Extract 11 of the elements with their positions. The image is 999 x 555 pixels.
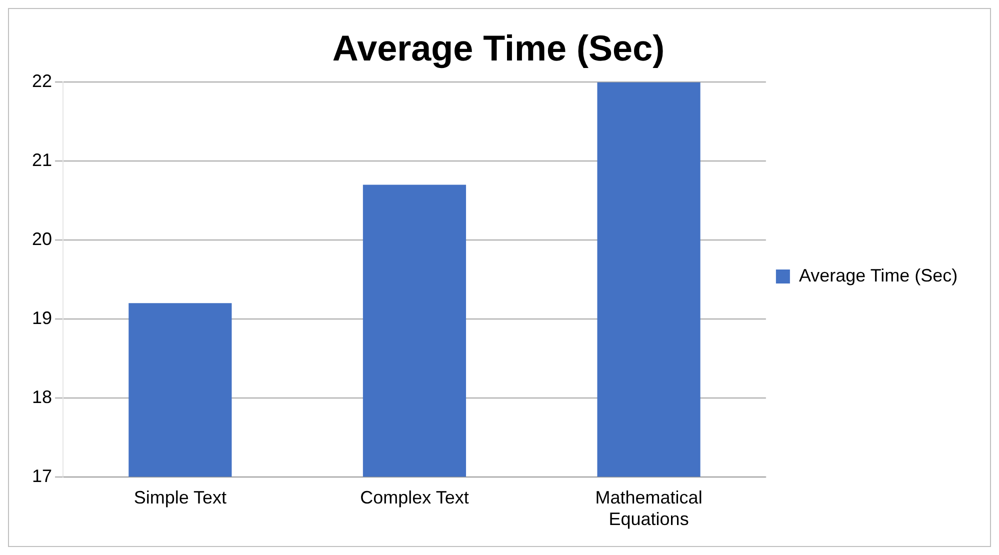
x-tick-label: Mathematical Equations xyxy=(595,488,702,530)
legend-label: Average Time (Sec) xyxy=(798,265,958,286)
y-tick-label: 19 xyxy=(32,308,52,328)
y-tick-label: 18 xyxy=(32,386,52,407)
chart-title: Average Time (Sec) xyxy=(332,28,665,69)
y-tick-label: 22 xyxy=(32,71,52,92)
y-tick-label: 20 xyxy=(32,229,52,250)
y-tick-label: 17 xyxy=(32,466,52,486)
y-tick-label: 21 xyxy=(32,150,52,170)
x-tick-label: Complex Text xyxy=(360,488,469,508)
x-tick-label: Simple Text xyxy=(134,488,227,508)
